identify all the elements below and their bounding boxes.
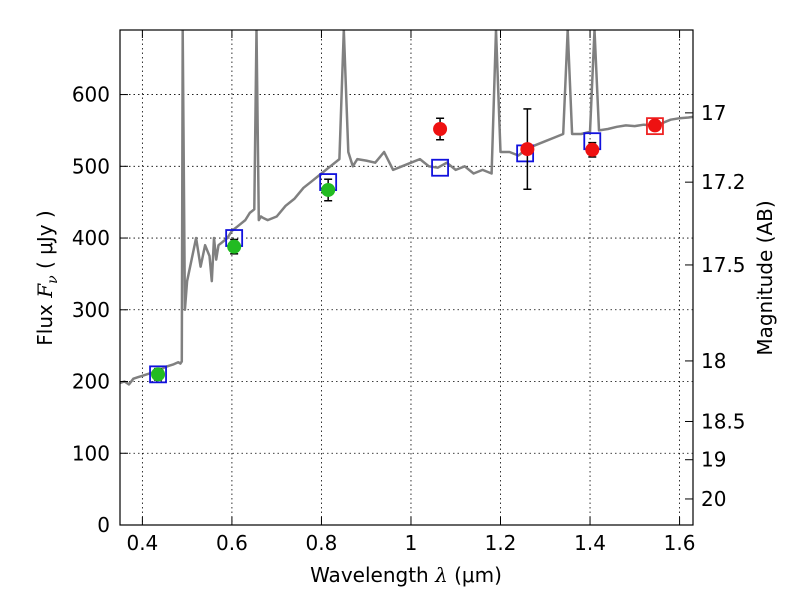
mag-tick-label: 17 — [701, 101, 726, 125]
spectrum-line — [120, 30, 693, 386]
plot-frame — [119, 29, 694, 526]
x-tick-label: 0.8 — [306, 531, 338, 555]
grid-layer — [120, 30, 693, 525]
y-tick-label: 400 — [72, 226, 110, 250]
optical-point — [151, 367, 166, 382]
y-tick-label: 100 — [72, 441, 110, 465]
y-tick-label: 200 — [72, 370, 110, 394]
x-tick-label: 1.6 — [664, 531, 696, 555]
mag-tick-label: 17.2 — [701, 170, 746, 194]
mag-tick-label: 18.5 — [701, 409, 746, 433]
optical-point — [321, 182, 336, 197]
mag-tick-label: 20 — [701, 487, 726, 511]
x-tick-label: 1 — [405, 531, 418, 555]
points-layer — [149, 108, 664, 384]
x-tick-label: 1.2 — [485, 531, 517, 555]
y-tick-label: 0 — [97, 513, 110, 537]
ticks-layer: 0.4 0.6 0.8 1 1.2 1.4 1.6 0 100 200 300 400 500 600 17… — [72, 30, 746, 555]
y2-axis-label: Magnitude (AB) — [753, 200, 777, 355]
x-tick-label: 0.4 — [126, 531, 158, 555]
optical-point — [227, 239, 242, 254]
x-tick-label: 1.4 — [574, 531, 606, 555]
nir-point — [520, 142, 535, 157]
y-tick-label: 300 — [72, 298, 110, 322]
nir-point — [585, 142, 600, 157]
y-tick-label: 600 — [72, 83, 110, 107]
nir-point — [433, 122, 448, 136]
mag-tick-label: 18 — [701, 349, 726, 373]
x-tick-label: 0.6 — [216, 531, 248, 555]
x-axis-label: Wavelength λ (μm) — [310, 563, 502, 587]
nir-point — [647, 118, 662, 133]
model-photometry-box — [149, 365, 167, 384]
mag-tick-label: 17.5 — [701, 253, 746, 277]
y-axis-label: Flux Fν ( μJy ) — [33, 210, 61, 345]
spectrum-layer — [120, 30, 693, 386]
model-photometry-box — [431, 158, 449, 177]
y-tick-label: 500 — [72, 154, 110, 178]
model-photometry-box — [646, 117, 664, 136]
mag-tick-label: 19 — [701, 448, 726, 472]
